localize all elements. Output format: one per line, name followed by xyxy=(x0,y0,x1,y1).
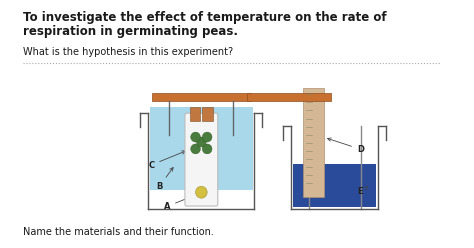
Circle shape xyxy=(191,132,201,142)
Text: Name the materials and their function.: Name the materials and their function. xyxy=(23,227,213,237)
Bar xyxy=(202,107,213,121)
Bar xyxy=(303,88,324,197)
Bar xyxy=(190,107,201,121)
Bar xyxy=(293,163,376,207)
Text: D: D xyxy=(328,138,364,154)
Circle shape xyxy=(202,132,212,142)
Circle shape xyxy=(197,137,206,147)
Circle shape xyxy=(196,186,207,198)
Text: C: C xyxy=(148,151,185,169)
Text: A: A xyxy=(164,195,194,211)
Text: What is the hypothesis in this experiment?: What is the hypothesis in this experimen… xyxy=(23,47,233,57)
Bar xyxy=(247,93,331,101)
Circle shape xyxy=(191,144,201,154)
Text: respiration in germinating peas.: respiration in germinating peas. xyxy=(23,25,237,38)
Circle shape xyxy=(202,144,212,154)
FancyBboxPatch shape xyxy=(185,113,218,206)
Text: B: B xyxy=(156,168,173,191)
Text: To investigate the effect of temperature on the rate of: To investigate the effect of temperature… xyxy=(23,11,386,24)
Bar xyxy=(152,93,251,101)
Text: E: E xyxy=(357,187,368,196)
Bar xyxy=(150,107,253,190)
